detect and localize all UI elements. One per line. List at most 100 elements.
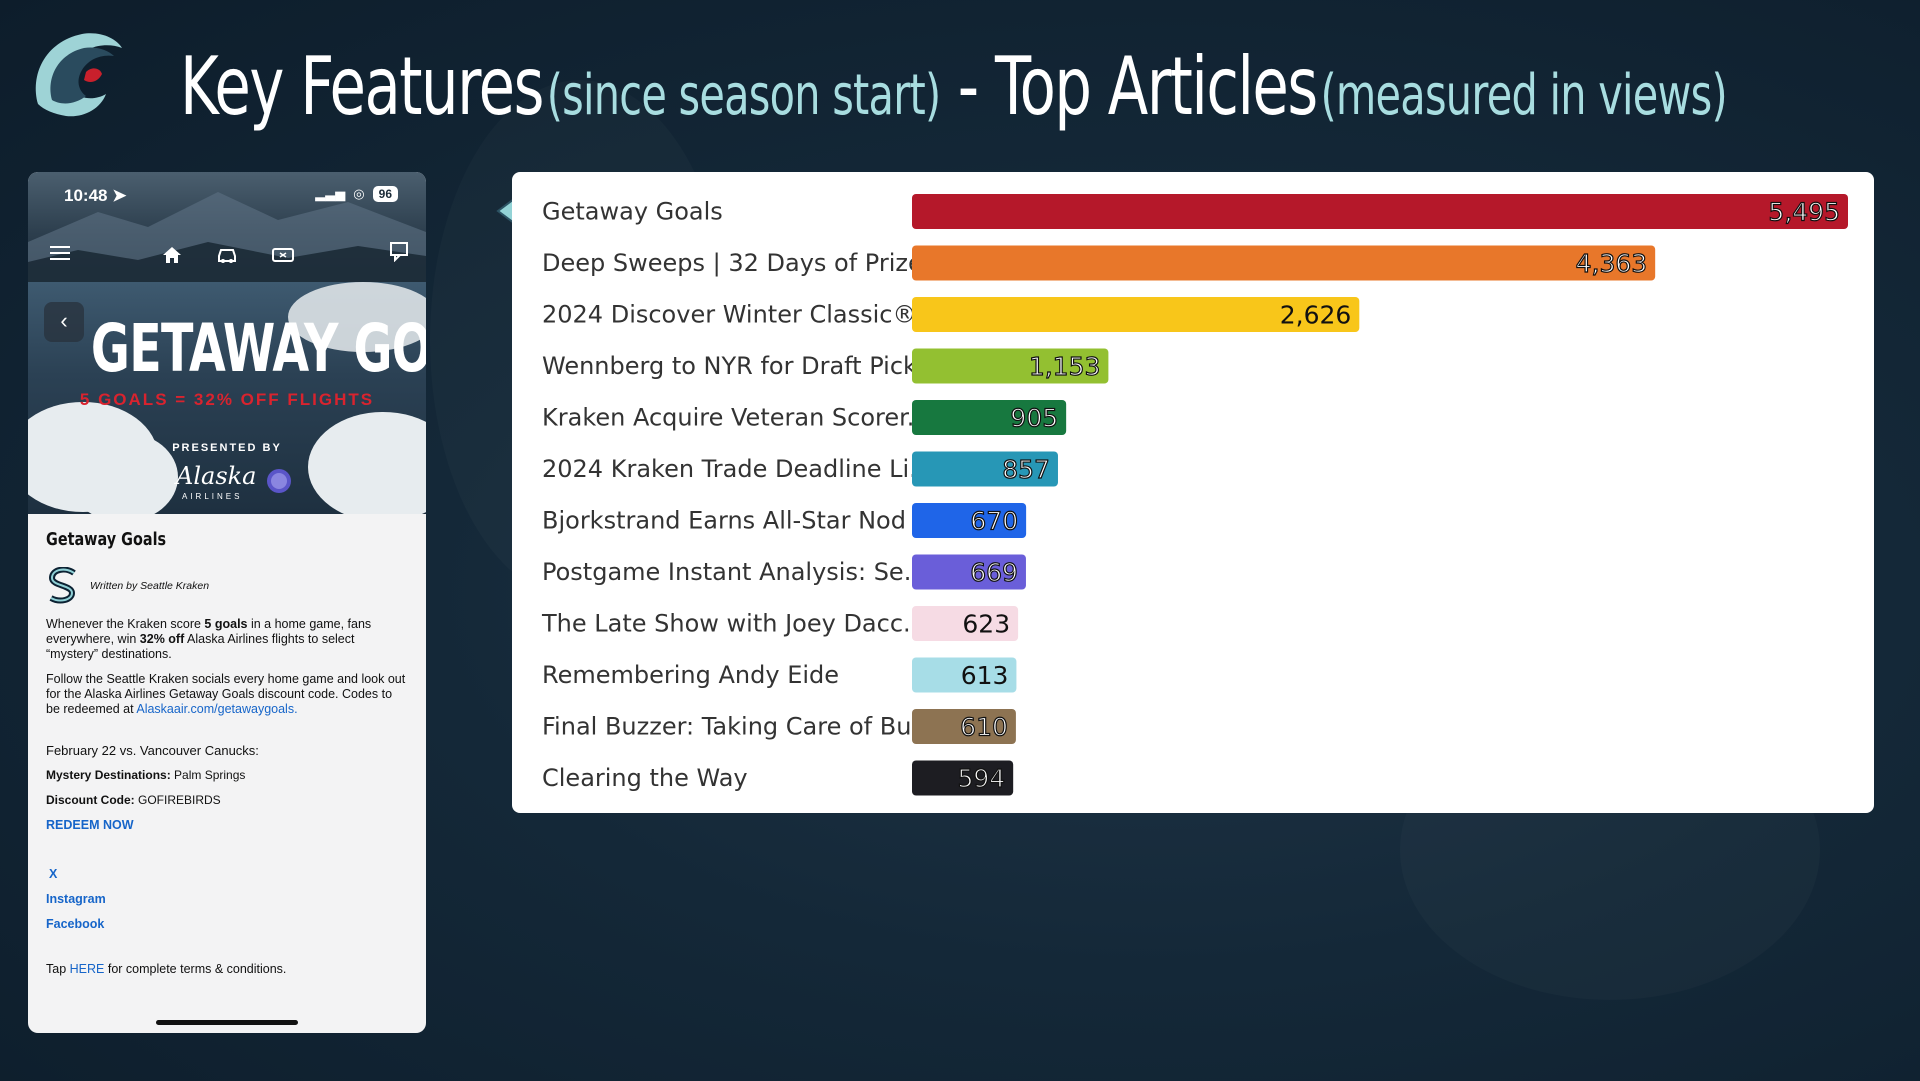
status-icons: ▂▃▅ ◎ 96 — [315, 186, 398, 202]
category-label: 2024 Kraken Trade Deadline Li... — [542, 455, 932, 483]
p1-e: Alaska Airlines flights to select “myste… — [46, 632, 355, 661]
menu-icon[interactable] — [50, 244, 72, 262]
title-main-1: Key Features — [180, 40, 544, 133]
offer-details: February 22 vs. Vancouver Canucks: Myste… — [46, 743, 406, 833]
title-dash: - — [940, 40, 996, 133]
article-paragraph-1: Whenever the Kraken score 5 goals in a h… — [46, 617, 406, 662]
wifi-icon: ◎ — [353, 186, 365, 201]
category-label: Kraken Acquire Veteran Scorer... — [542, 404, 930, 432]
alaska-logo-subtext: AIRLINES — [182, 492, 243, 501]
p1-d: 32% off — [139, 632, 185, 646]
category-label: Remembering Andy Eide — [542, 661, 839, 689]
bar — [912, 709, 1016, 744]
title-paren-1: (since season start) — [546, 63, 941, 128]
value-label: 1,153 — [1029, 352, 1101, 381]
category-label: Postgame Instant Analysis: Se... — [542, 558, 927, 586]
category-label: Clearing the Way — [542, 764, 748, 792]
p1-a: Whenever the Kraken score — [46, 617, 205, 631]
category-label: 2024 Discover Winter Classic® ... — [542, 301, 947, 329]
location-arrow-icon: ➤ — [112, 186, 127, 205]
byline: Written by Seattle Kraken — [46, 567, 406, 605]
promo-banner: GETAWAY GOALS 5 GOALS = 32% OFF FLIGHTS … — [28, 282, 426, 514]
phone-header: 10:48 ➤ ▂▃▅ ◎ 96 — [28, 172, 426, 282]
bar — [912, 400, 1067, 435]
value-label: 613 — [961, 661, 1009, 690]
car-icon[interactable] — [216, 246, 238, 264]
instagram-link[interactable]: Instagram — [46, 892, 106, 906]
category-label: Final Buzzer: Taking Care of Bu... — [542, 713, 934, 741]
terms-b: for complete terms & conditions. — [104, 962, 287, 976]
home-indicator — [156, 1020, 298, 1025]
app-nav-bar — [28, 234, 426, 274]
code-value: GOFIREBIRDS — [134, 793, 221, 807]
p1-c: in a home game, fans everywhere, win — [46, 617, 372, 646]
cloud-shape — [308, 412, 426, 514]
back-chevron-icon[interactable]: ‹ — [44, 302, 84, 342]
value-label: 623 — [962, 610, 1010, 639]
getaway-goals-link[interactable]: Alaskaair.com/getawaygoals. — [136, 702, 298, 716]
category-label: The Late Show with Joey Dacc... — [541, 610, 926, 638]
redeem-now-link[interactable]: REDEEM NOW — [46, 818, 134, 832]
bar-chart: Getaway Goals 5,495 Deep Sweeps | 32 Days … — [541, 194, 1848, 796]
home-icon[interactable] — [162, 246, 182, 264]
bar — [912, 451, 1058, 487]
category-label: Deep Sweeps | 32 Days of Prizes — [542, 249, 935, 277]
phone-screenshot: 10:48 ➤ ▂▃▅ ◎ 96 GETAWAY GOALS 5 GOALS =… — [28, 172, 426, 1033]
ticket-icon[interactable] — [272, 246, 294, 264]
value-label: 594 — [957, 764, 1005, 793]
battery-badge: 96 — [372, 186, 398, 202]
article-paragraph-2: Follow the Seattle Kraken socials every … — [46, 672, 406, 717]
value-label: 905 — [1010, 404, 1058, 433]
banner-title: GETAWAY GOALS — [90, 310, 426, 387]
alaska-logo-text: Alaska — [176, 462, 257, 490]
status-time: 10:48 ➤ — [64, 186, 126, 206]
article-body: Getaway Goals Written by Seattle Kraken … — [46, 529, 406, 977]
chat-icon[interactable] — [390, 242, 412, 262]
title-paren-2: (measured in views) — [1320, 63, 1727, 128]
social-links: X Instagram Facebook — [46, 867, 406, 932]
value-label: 857 — [1002, 455, 1050, 484]
terms-line: Tap HERE for complete terms & conditions… — [46, 962, 406, 977]
dest-value: Palm Springs — [170, 768, 246, 782]
category-label: Getaway Goals — [542, 198, 723, 226]
terms-a: Tap — [46, 962, 70, 976]
oneworld-icon — [267, 469, 291, 493]
facebook-link[interactable]: Facebook — [46, 917, 105, 931]
x-link[interactable]: X — [49, 867, 58, 881]
kraken-s-logo-icon — [48, 567, 76, 604]
signal-icon: ▂▃▅ — [315, 186, 346, 201]
dest-label: Mystery Destinations: — [46, 768, 171, 782]
game-line: February 22 vs. Vancouver Canucks: — [46, 743, 259, 758]
destination-line: Mystery Destinations: Palm Springs — [46, 768, 406, 783]
cloud-shape — [288, 282, 426, 352]
p2-text: Follow the Seattle Kraken socials every … — [46, 672, 406, 716]
bar — [912, 657, 1017, 693]
terms-here-link[interactable]: HERE — [69, 962, 105, 976]
value-label: 669 — [970, 558, 1018, 587]
clock-text: 10:48 — [64, 186, 108, 205]
title-main-2: Top Articles — [995, 40, 1318, 133]
bar — [912, 348, 1109, 384]
bar — [912, 194, 1848, 229]
page-title: Key Features (since season start) - Top … — [180, 40, 1728, 133]
chart-panel: Getaway Goals 5,495 Deep Sweeps | 32 Days … — [512, 172, 1874, 813]
value-label: 2,626 — [1280, 301, 1352, 330]
bar — [912, 245, 1656, 281]
discount-line: Discount Code: GOFIREBIRDS — [46, 793, 406, 808]
value-label: 4,363 — [1576, 249, 1648, 278]
value-label: 610 — [960, 713, 1008, 742]
code-label: Discount Code: — [46, 793, 135, 807]
value-label: 670 — [970, 507, 1018, 536]
cloud-shape — [68, 432, 178, 514]
presented-by-label: PRESENTED BY — [172, 442, 282, 454]
p1-b: 5 goals — [204, 617, 248, 631]
kraken-logo-icon — [35, 33, 122, 117]
bar — [912, 297, 1360, 332]
category-label: Bjorkstrand Earns All-Star Nod — [542, 507, 906, 535]
bar — [912, 760, 1014, 796]
article-title: Getaway Goals — [46, 529, 167, 550]
category-label: Wennberg to NYR for Draft Picks — [542, 352, 929, 380]
value-label: 5,495 — [1768, 198, 1840, 227]
bar — [912, 606, 1019, 641]
byline-text: Written by Seattle Kraken — [90, 579, 210, 592]
